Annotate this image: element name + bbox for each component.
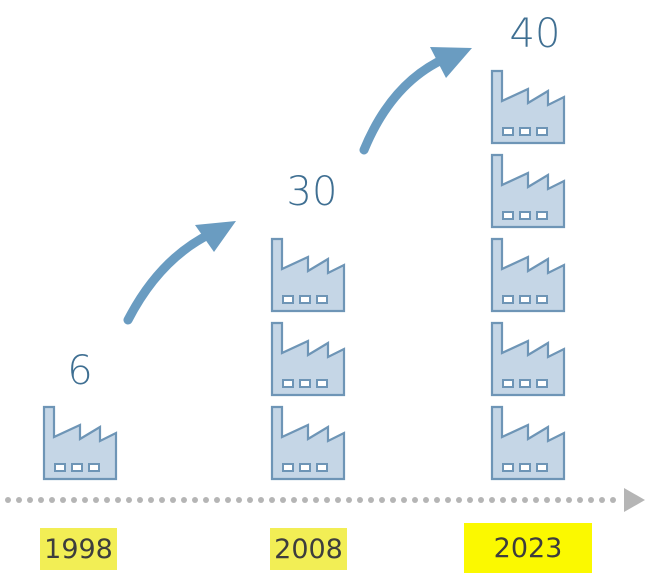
timeline-dot xyxy=(610,497,616,503)
timeline-dot xyxy=(38,497,44,503)
factory-icon xyxy=(270,237,346,313)
timeline-dot xyxy=(511,497,517,503)
timeline-dot xyxy=(368,497,374,503)
timeline-dot xyxy=(324,497,330,503)
timeline-dot xyxy=(522,497,528,503)
timeline-dot xyxy=(203,497,209,503)
timeline-dot xyxy=(445,497,451,503)
timeline-dot xyxy=(71,497,77,503)
timeline-dot xyxy=(126,497,132,503)
timeline-dot xyxy=(544,497,550,503)
timeline-dot xyxy=(104,497,110,503)
timeline-dot xyxy=(181,497,187,503)
year-label-1998: 1998 xyxy=(40,528,117,570)
year-label-2008: 2008 xyxy=(270,528,347,570)
factory-icon xyxy=(270,321,346,397)
timeline-dot xyxy=(16,497,22,503)
factory-icon xyxy=(490,69,566,145)
timeline-dot xyxy=(401,497,407,503)
timeline-dot xyxy=(434,497,440,503)
timeline-dot xyxy=(137,497,143,503)
timeline-dot xyxy=(5,497,11,503)
timeline-dot xyxy=(577,497,583,503)
count-label-2008: 30 xyxy=(286,169,338,215)
timeline-dot xyxy=(346,497,352,503)
timeline-dot xyxy=(159,497,165,503)
timeline-dot xyxy=(258,497,264,503)
timeline-dot xyxy=(357,497,363,503)
count-label-1998: 6 xyxy=(67,348,93,394)
factory-icon xyxy=(270,405,346,481)
factory-icon xyxy=(42,405,118,481)
timeline-dot xyxy=(49,497,55,503)
timeline-dot xyxy=(170,497,176,503)
timeline-dot xyxy=(214,497,220,503)
year-label-2023: 2023 xyxy=(464,523,592,573)
factory-icon xyxy=(490,321,566,397)
curved-arrow-icon xyxy=(123,221,236,325)
timeline-dot xyxy=(192,497,198,503)
timeline-dots xyxy=(5,497,616,503)
timeline-dot xyxy=(247,497,253,503)
timeline-dot xyxy=(60,497,66,503)
factory-icon xyxy=(490,405,566,481)
curved-arrow-icon xyxy=(359,47,472,155)
timeline-dot xyxy=(302,497,308,503)
timeline-dot xyxy=(291,497,297,503)
timeline-dot xyxy=(27,497,33,503)
timeline xyxy=(5,488,645,512)
timeline-dot xyxy=(93,497,99,503)
timeline-dot xyxy=(555,497,561,503)
timeline-dot xyxy=(533,497,539,503)
timeline-dot xyxy=(489,497,495,503)
arrow-right-icon xyxy=(624,488,645,512)
timeline-dot xyxy=(82,497,88,503)
timeline-dot xyxy=(456,497,462,503)
factory-icon xyxy=(490,153,566,229)
timeline-dot xyxy=(313,497,319,503)
timeline-dot xyxy=(390,497,396,503)
timeline-dot xyxy=(225,497,231,503)
timeline-dot xyxy=(467,497,473,503)
factory-icon xyxy=(490,237,566,313)
factory-stacks xyxy=(42,69,566,481)
timeline-dot xyxy=(478,497,484,503)
timeline-dot xyxy=(236,497,242,503)
timeline-dot xyxy=(412,497,418,503)
timeline-dot xyxy=(588,497,594,503)
timeline-dot xyxy=(379,497,385,503)
timeline-dot xyxy=(115,497,121,503)
timeline-dot xyxy=(423,497,429,503)
timeline-dot xyxy=(335,497,341,503)
timeline-dot xyxy=(500,497,506,503)
count-label-2023: 40 xyxy=(509,11,561,57)
timeline-dot xyxy=(269,497,275,503)
timeline-dot xyxy=(148,497,154,503)
timeline-dot xyxy=(566,497,572,503)
timeline-dot xyxy=(599,497,605,503)
timeline-dot xyxy=(280,497,286,503)
